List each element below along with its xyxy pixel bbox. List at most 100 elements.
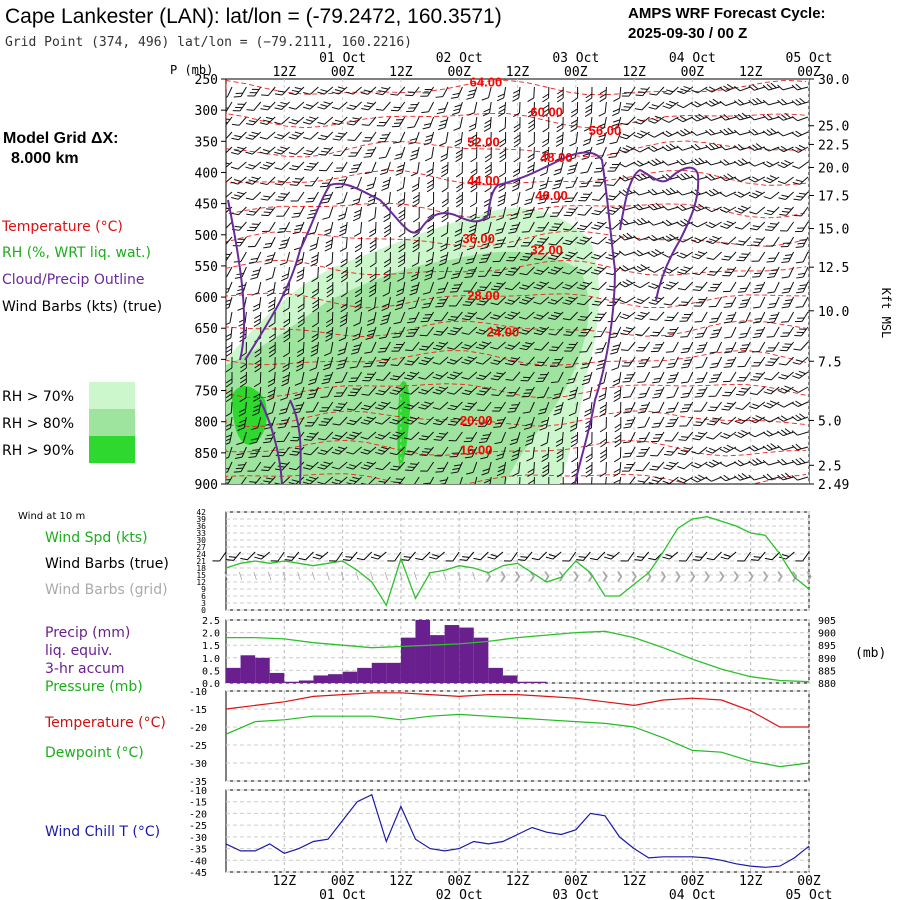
time-tick-label: 12Z bbox=[739, 65, 763, 80]
wind-barb bbox=[578, 191, 593, 202]
wind-barb bbox=[267, 371, 276, 387]
wind-barb bbox=[547, 296, 564, 305]
wind-barb bbox=[369, 221, 377, 238]
wind-barb bbox=[226, 251, 233, 262]
wind-barb bbox=[278, 401, 291, 415]
wind-barb bbox=[612, 371, 622, 387]
wind-barb bbox=[613, 386, 622, 402]
wind-barb bbox=[251, 281, 262, 296]
wind-barb bbox=[321, 371, 334, 385]
time-tick-label: 12Z bbox=[622, 65, 646, 80]
wind-barb bbox=[427, 191, 435, 208]
wind-barb bbox=[680, 356, 694, 369]
wind-barb bbox=[585, 446, 593, 463]
wind-barb bbox=[326, 281, 334, 298]
wind-barb bbox=[458, 476, 463, 484]
wind-barb bbox=[397, 266, 406, 282]
wind-barb bbox=[553, 401, 564, 416]
wind-barb bbox=[230, 161, 247, 170]
wind-barb bbox=[691, 446, 708, 455]
wind-barb bbox=[504, 311, 521, 320]
windchill-tick-label: -45 bbox=[189, 868, 207, 879]
grid-barb: ❯ bbox=[805, 571, 813, 582]
wind-barb bbox=[666, 386, 679, 399]
wind-barb bbox=[376, 356, 391, 367]
wind-barb bbox=[354, 296, 363, 312]
wind-barb bbox=[521, 221, 535, 233]
wind-barb bbox=[591, 221, 607, 230]
isotherm-label: 60.00 bbox=[530, 104, 563, 119]
wind-barb bbox=[325, 251, 334, 267]
wind-barb bbox=[599, 446, 607, 463]
wind-barb bbox=[459, 551, 475, 561]
temp-tick-label: -35 bbox=[189, 777, 207, 788]
wind-barb bbox=[680, 371, 694, 384]
wind-barb bbox=[633, 249, 650, 257]
wind-barb bbox=[435, 461, 449, 473]
wind-tick-label: 42 bbox=[196, 508, 206, 517]
isotherms bbox=[226, 79, 807, 484]
wind-barb bbox=[484, 131, 492, 148]
wind-barb bbox=[445, 551, 460, 562]
wind-barb bbox=[317, 431, 334, 441]
wind-barb bbox=[738, 326, 751, 339]
wind-barb bbox=[470, 161, 478, 178]
wind-barb bbox=[720, 220, 737, 229]
wind-barb bbox=[791, 443, 809, 451]
wind-barb bbox=[464, 266, 478, 278]
wind-barb bbox=[308, 221, 319, 235]
wind-barb bbox=[764, 206, 780, 216]
wind-barb bbox=[719, 83, 737, 92]
wind-barb bbox=[619, 296, 636, 304]
wind-barb bbox=[319, 401, 334, 412]
wind-barb bbox=[565, 176, 579, 189]
grid-barb: ❯ bbox=[484, 571, 492, 582]
temp-tick-label: -30 bbox=[189, 759, 207, 770]
wind-barb bbox=[791, 97, 809, 106]
wind-barb bbox=[317, 116, 334, 125]
precip-bar bbox=[400, 637, 416, 683]
wind-barb bbox=[447, 386, 463, 395]
wind-barb bbox=[566, 371, 579, 385]
wind-barb bbox=[392, 131, 406, 144]
wind-barb bbox=[637, 431, 651, 443]
wind-barb bbox=[389, 371, 406, 381]
wind-barb bbox=[748, 474, 765, 481]
wind-barb bbox=[651, 356, 665, 368]
wind-barb bbox=[381, 176, 391, 191]
wind-barb bbox=[795, 551, 810, 562]
wind-barb bbox=[614, 431, 622, 448]
wind-barb bbox=[453, 116, 463, 131]
wind-speed-legend: Wind Spd (kts) bbox=[45, 530, 148, 546]
wind-barb bbox=[464, 446, 478, 459]
wind-barb bbox=[677, 266, 694, 275]
wind-barb bbox=[580, 161, 593, 174]
wind-barb bbox=[482, 101, 492, 117]
wind-barb bbox=[423, 476, 435, 484]
kft-tick-label: 2.5 bbox=[818, 459, 841, 474]
wind-barb bbox=[504, 281, 521, 291]
wind-barb bbox=[737, 551, 752, 562]
wind-barb bbox=[777, 445, 794, 451]
wind-barb bbox=[277, 416, 291, 429]
wind-barb bbox=[661, 160, 679, 166]
wind-barb bbox=[651, 416, 665, 428]
wind-barb bbox=[781, 296, 795, 309]
wind-barb bbox=[796, 251, 809, 264]
wind-barb bbox=[794, 206, 809, 217]
isotherm-label: 56.00 bbox=[589, 123, 622, 138]
wind-tick-label: 30 bbox=[196, 536, 206, 545]
wind-panel: Wind at 10 m Wind Spd (kts) Wind Barbs (… bbox=[18, 508, 813, 615]
wind-barb bbox=[317, 446, 334, 455]
grid-barb: \ bbox=[472, 571, 476, 582]
wind-barb bbox=[240, 551, 256, 561]
wind-tick-label: 24 bbox=[196, 550, 206, 559]
wind-barb bbox=[282, 341, 291, 358]
wind-barb bbox=[723, 281, 737, 293]
wind-barb bbox=[439, 131, 449, 147]
wind-barb bbox=[375, 386, 391, 396]
precip-bar bbox=[328, 674, 343, 683]
day-tick-label: 03 Oct bbox=[552, 888, 599, 900]
wind-barb bbox=[504, 296, 521, 305]
